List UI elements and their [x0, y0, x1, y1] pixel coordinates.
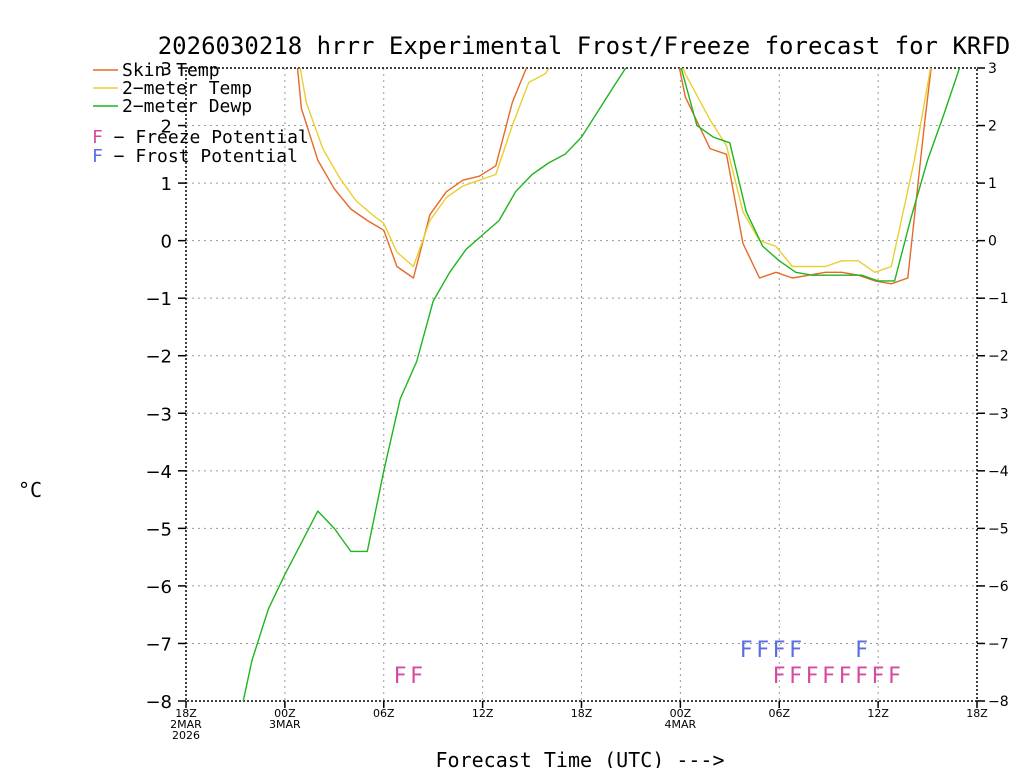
series-skin-temp	[296, 68, 932, 285]
y-axis-unit-label: °C	[18, 478, 42, 502]
y-tick-label-right: −2	[988, 349, 1009, 365]
freeze-potential-marker: F	[789, 664, 802, 689]
y-tick-label-right: 1	[988, 176, 997, 192]
potential-legend-text: − Frost Potential	[103, 146, 298, 167]
x-axis-title: Forecast Time (UTC) --->	[436, 748, 725, 768]
x-tick-label: 18Z	[966, 707, 988, 720]
y-tick-label: −7	[145, 634, 172, 655]
x-tick-label: 4MAR	[665, 718, 697, 731]
y-tick-label: −6	[145, 577, 172, 598]
frost-potential-marker: F	[740, 638, 753, 663]
x-tick-label: 06Z	[768, 707, 790, 720]
y-tick-label: 1	[161, 174, 172, 195]
y-tick-label: 2	[161, 117, 172, 138]
y-axis-right: 3 2 1 0 −1 −2 −3 −4 −5 −6 −7 −8	[977, 61, 1009, 710]
x-tick-label: 12Z	[472, 707, 494, 720]
x-tick-label: 00Z	[670, 707, 692, 720]
freeze-potential-marker: F	[872, 664, 885, 689]
x-tick-label: 2MAR	[170, 718, 202, 731]
freeze-potential-marker: F	[394, 664, 407, 689]
y-tick-label: −8	[145, 692, 172, 713]
plot-border	[185, 67, 978, 702]
y-tick-label-right: −4	[988, 464, 1009, 480]
y-tick-label-right: −8	[988, 694, 1009, 710]
x-tick-label: 12Z	[867, 707, 889, 720]
y-tick-label-right: −7	[988, 636, 1009, 652]
freeze-potential-marker: F	[806, 664, 819, 689]
freeze-potential-marker: F	[822, 664, 835, 689]
freeze-potential-marker: F	[410, 664, 423, 689]
x-tick-label: 06Z	[373, 707, 395, 720]
y-tick-label: 0	[161, 232, 172, 253]
x-tick-label: 2026	[172, 729, 200, 742]
freeze-potential-marker: F	[888, 664, 901, 689]
y-tick-label: −3	[145, 404, 172, 425]
y-tick-label-right: 2	[988, 119, 997, 135]
frost-potential-marker: F	[789, 638, 802, 663]
chart-title: 2026030218 hrrr Experimental Frost/Freez…	[158, 32, 1011, 60]
y-tick-label-right: 0	[988, 234, 997, 250]
potential-legend-letter: F	[92, 127, 103, 148]
frost-potential-marker: F	[855, 638, 868, 663]
x-tick-label: 18Z	[571, 707, 593, 720]
series-2-meter-dewp	[242, 68, 961, 701]
grid	[186, 68, 977, 701]
x-tick-label: 00Z	[274, 707, 296, 720]
freeze-potential-marker: F	[855, 664, 868, 689]
y-tick-label: −5	[145, 519, 172, 540]
x-tick-label: 18Z	[175, 707, 197, 720]
series-lines	[242, 68, 961, 701]
y-tick-label-right: 3	[988, 61, 997, 77]
x-tick-label: 3MAR	[269, 718, 301, 731]
frost-potential-marker: F	[773, 638, 786, 663]
frost-potential-marker: F	[756, 638, 769, 663]
y-axis-left: 3 2 1 0 −1 −2 −3 −4 −5 −6 −7 −8	[145, 59, 186, 713]
potential-markers: F F F F FF F F F F F F F F F	[394, 638, 901, 689]
potential-legend-text: − Freeze Potential	[103, 127, 309, 148]
freeze-potential-marker: F	[773, 664, 786, 689]
y-tick-label-right: −6	[988, 579, 1009, 595]
y-tick-label-right: −5	[988, 521, 1009, 537]
y-tick-label-right: −1	[988, 291, 1009, 307]
plot-frame	[185, 67, 978, 702]
freeze-potential-marker: F	[839, 664, 852, 689]
y-tick-label: 3	[161, 59, 172, 80]
legend-label: Skin Temp	[122, 60, 220, 81]
potential-legend-label: F − Frost Potential	[92, 146, 298, 167]
y-tick-label: −2	[145, 347, 172, 368]
series-2-meter-temp	[299, 68, 932, 273]
legend-label: 2−meter Temp	[122, 78, 252, 99]
y-tick-label: −1	[145, 289, 172, 310]
potential-legend-letter: F	[92, 146, 103, 167]
y-tick-label-right: −3	[988, 406, 1009, 422]
y-tick-label: −4	[145, 462, 172, 483]
potential-legend-label: F − Freeze Potential	[92, 127, 309, 148]
legend-label: 2−meter Dewp	[122, 96, 252, 117]
